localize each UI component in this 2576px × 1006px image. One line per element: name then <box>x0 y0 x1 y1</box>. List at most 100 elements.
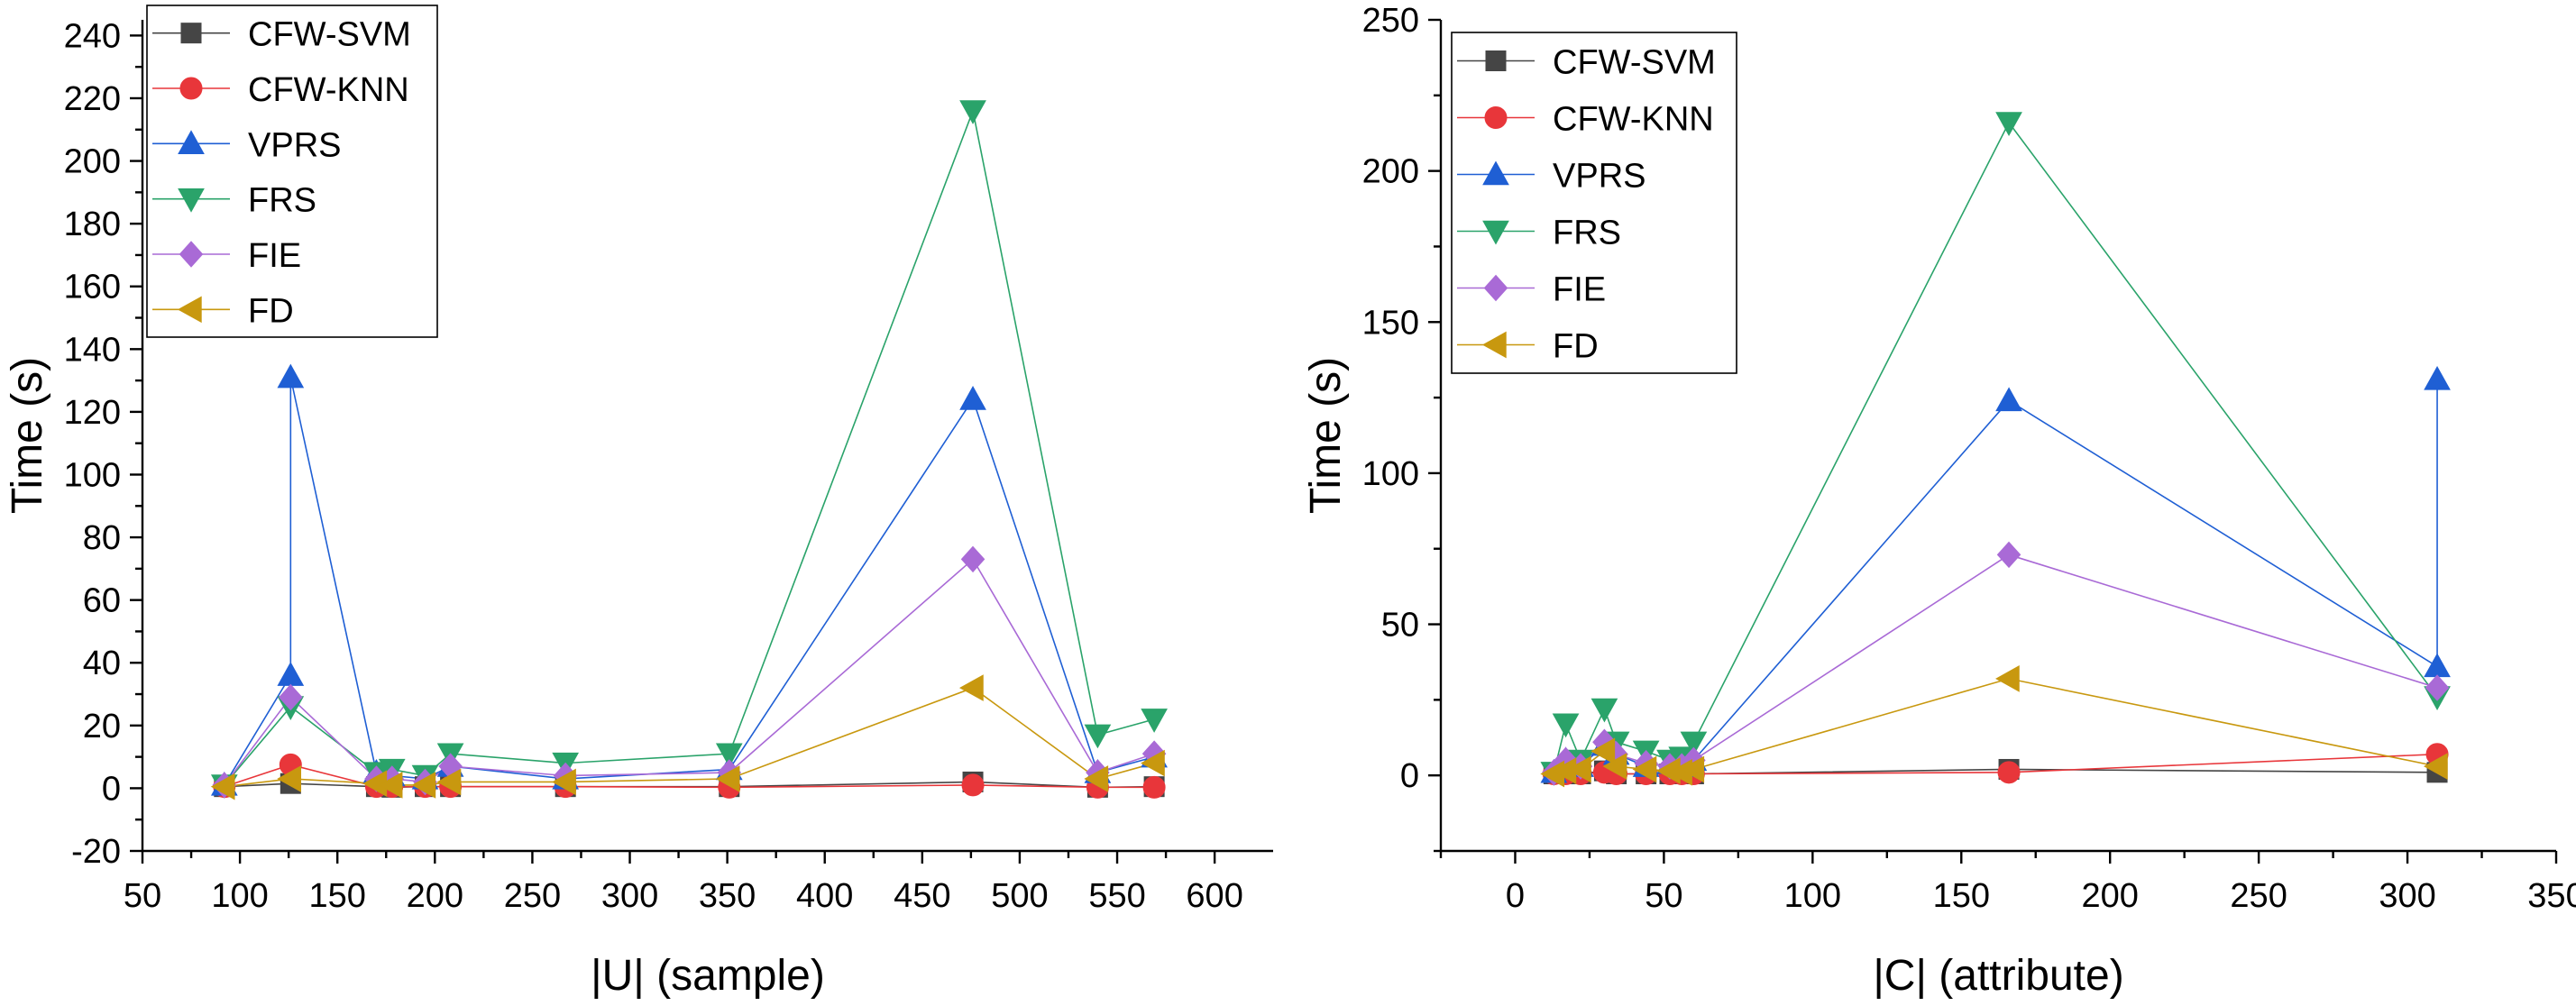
legend-label: FD <box>248 292 294 330</box>
y-tick-label: -20 <box>71 833 121 871</box>
data-point-vprs <box>1995 387 2022 412</box>
legend-label: CFW-SVM <box>1553 44 1716 82</box>
y-tick-label: 200 <box>64 143 121 181</box>
legend-box <box>1451 32 1737 374</box>
data-point-vprs <box>2424 365 2451 390</box>
y-tick-label: 0 <box>1400 757 1419 795</box>
x-tick-label: 250 <box>504 877 561 915</box>
data-point-frs <box>1084 724 1112 749</box>
y-tick-label: 40 <box>83 645 121 682</box>
data-point-vprs <box>277 363 305 389</box>
series-line-vprs <box>1553 379 2438 773</box>
legend-label: FIE <box>248 237 301 275</box>
y-tick-label: 60 <box>83 582 121 620</box>
legend-marker-fie <box>1483 274 1508 302</box>
data-point-fd <box>959 674 984 701</box>
data-point-fd <box>1591 737 1616 765</box>
legend-marker-fd <box>177 296 202 324</box>
y-tick-label: 250 <box>1362 2 1419 40</box>
data-point-cfw-knn <box>961 773 985 797</box>
x-tick-label: 200 <box>2081 877 2138 915</box>
legend-label: VPRS <box>248 126 341 164</box>
legend-label: FD <box>1553 328 1599 366</box>
legend-marker-vprs <box>178 130 205 155</box>
data-point-fd <box>1141 749 1165 777</box>
data-point-fd <box>1995 665 2020 692</box>
x-tick-label: 200 <box>407 877 463 915</box>
data-point-fd <box>1632 755 1657 783</box>
x-tick-label: 500 <box>991 877 1048 915</box>
y-tick-label: 100 <box>64 456 121 494</box>
y-tick-label: 0 <box>102 770 121 808</box>
x-tick-label: 300 <box>601 877 658 915</box>
legend-marker-frs <box>178 187 205 213</box>
legend-marker-cfw-svm <box>180 23 202 44</box>
x-tick-label: 300 <box>2379 877 2435 915</box>
data-point-frs <box>1591 698 1618 723</box>
x-tick-label: 250 <box>2230 877 2287 915</box>
y-tick-label: 180 <box>64 206 121 243</box>
y-tick-label: 50 <box>1381 607 1419 645</box>
y-tick-label: 120 <box>64 394 121 432</box>
x-tick-label: 350 <box>699 877 756 915</box>
data-point-vprs <box>2424 653 2451 678</box>
legend-label: CFW-KNN <box>1553 101 1714 139</box>
data-point-frs <box>1552 713 1580 738</box>
x-tick-label: 350 <box>2527 877 2576 915</box>
legend-label: CFW-SVM <box>248 16 411 54</box>
y-tick-label: 100 <box>1362 455 1419 493</box>
data-point-cfw-knn <box>1142 775 1166 799</box>
y-tick-label: 200 <box>1362 153 1419 191</box>
data-point-frs <box>1680 731 1708 756</box>
legend-marker-cfw-svm <box>1485 50 1507 71</box>
data-point-fie <box>279 683 303 711</box>
legend: CFW-SVM CFW-KNN VPRS FRS FIE FD <box>146 5 438 338</box>
x-tick-label: 400 <box>796 877 853 915</box>
y-axis-title: Time (s) <box>1302 357 1350 514</box>
data-point-fie <box>2425 674 2450 701</box>
legend-label: VPRS <box>1553 158 1646 196</box>
x-axis-title: |U| (sample) <box>591 952 825 1000</box>
data-point-fd <box>210 773 235 800</box>
x-tick-label: 150 <box>1933 877 1990 915</box>
data-point-vprs <box>959 385 986 410</box>
data-point-fie <box>1996 541 2021 569</box>
x-tick-label: 550 <box>1088 877 1145 915</box>
x-tick-label: 150 <box>309 877 366 915</box>
data-point-fd <box>1602 753 1627 780</box>
y-tick-label: 240 <box>64 17 121 55</box>
data-point-frs <box>715 743 743 768</box>
data-point-vprs <box>277 662 305 686</box>
y-tick-label: 140 <box>64 331 121 369</box>
legend-label: FRS <box>248 182 316 220</box>
legend: CFW-SVM CFW-KNN VPRS FRS FIE FD <box>1451 32 1737 374</box>
x-tick-label: 100 <box>1784 877 1841 915</box>
y-tick-label: 20 <box>83 708 121 745</box>
x-tick-label: 450 <box>894 877 950 915</box>
data-point-fd <box>552 768 576 796</box>
legend-marker-frs <box>1482 220 1509 245</box>
data-point-fd <box>378 772 403 799</box>
data-point-frs <box>1141 709 1168 733</box>
legend-marker-fie <box>179 241 204 268</box>
data-point-cfw-knn <box>1997 761 2021 784</box>
x-tick-label: 0 <box>1506 877 1525 915</box>
legend-marker-fd <box>1481 331 1507 359</box>
y-tick-label: 80 <box>83 519 121 557</box>
legend-box <box>146 5 438 338</box>
legend-marker-vprs <box>1482 160 1509 186</box>
x-tick-label: 50 <box>1645 877 1682 915</box>
y-axis-title: Time (s) <box>4 357 51 514</box>
x-axis-title: |C| (attribute) <box>1873 952 2123 1000</box>
chart-time-vs-samples: 50 100 150 200 250 300 350 400 450 500 550 600 -20 0 2… <box>4 5 1273 1000</box>
y-tick-label: 220 <box>64 80 121 118</box>
chart-time-vs-attributes: 0 50 100 150 200 250 300 350 0 50 100 150 200 250 |C| … <box>1302 2 2576 1000</box>
y-tick-label: 150 <box>1362 304 1419 342</box>
data-point-frs <box>1995 112 2022 137</box>
data-point-fd <box>277 765 302 792</box>
data-point-fd <box>2424 753 2448 780</box>
data-point-fd <box>1680 755 1705 783</box>
data-point-fd <box>436 768 462 796</box>
data-point-fd <box>1084 765 1109 792</box>
